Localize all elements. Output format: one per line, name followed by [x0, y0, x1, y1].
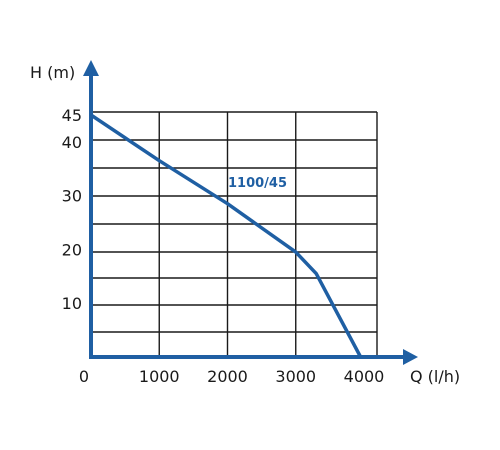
y-tick-labels: 10 20 30 40 45 [62, 106, 82, 313]
x-tick-label: 1000 [139, 367, 180, 386]
y-tick-label: 45 [62, 106, 82, 125]
y-tick-label: 20 [62, 240, 82, 259]
y-tick-label: 10 [62, 294, 82, 313]
y-tick-label: 40 [62, 133, 82, 152]
y-axis-arrow-icon [83, 60, 99, 76]
x-tick-label: 0 [79, 367, 89, 386]
x-tick-label: 4000 [344, 367, 385, 386]
x-axis-arrow-icon [403, 349, 418, 365]
x-tick-label: 2000 [207, 367, 248, 386]
axes [83, 60, 418, 365]
grid-lines [91, 111, 378, 357]
x-axis-label: Q (l/h) [410, 367, 460, 386]
y-axis-label: H (m) [30, 63, 75, 82]
series-line-1100-45 [90, 113, 363, 358]
series-label: 1100/45 [228, 176, 287, 191]
x-tick-label: 3000 [275, 367, 316, 386]
x-tick-labels: 0 1000 2000 3000 4000 [79, 367, 384, 386]
y-tick-label: 30 [62, 187, 82, 206]
